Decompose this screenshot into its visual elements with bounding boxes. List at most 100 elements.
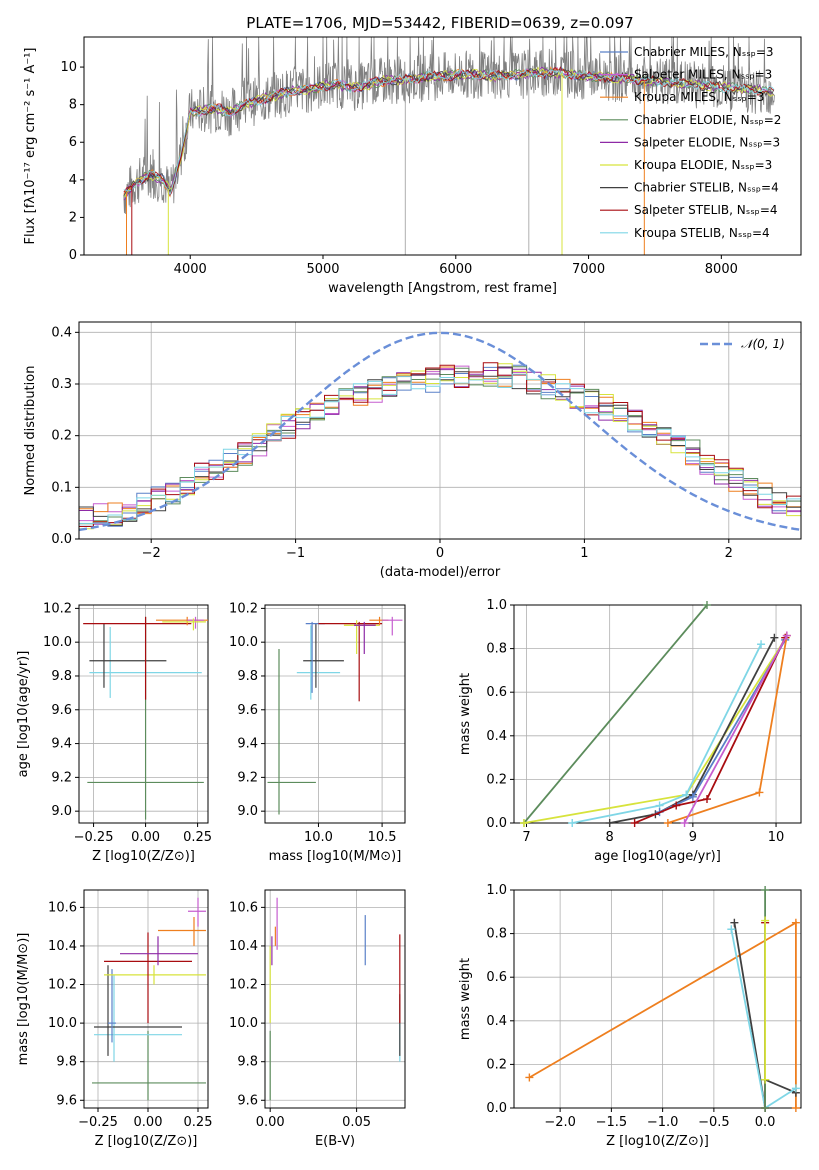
model-spectrum-kroupa_miles — [123, 65, 642, 198]
y-tick-label: 10.0 — [48, 1016, 77, 1031]
plot-frame — [83, 889, 209, 1109]
x-tick-label: −0.25 — [78, 1115, 118, 1130]
marker-kroupa_miles — [791, 1104, 800, 1112]
legend-label-chabrier_stelib: Chabrier STELIB, Nₛₛₚ=4 — [634, 181, 779, 195]
line-chabrier_elodie — [523, 604, 708, 824]
x-tick-label: 0.00 — [256, 1115, 285, 1130]
x-axis-label: mass [log10(M/M⊙)] — [269, 849, 402, 864]
legend-label-chabrier_miles: Chabrier MILES, Nₛₛₚ=3 — [634, 45, 774, 59]
x-tick-label: 10.5 — [368, 830, 397, 845]
x-axis-label: E(B-V) — [315, 1134, 355, 1149]
y-tick-label: 8 — [69, 98, 77, 113]
y-axis-label: mass weight — [458, 958, 473, 1040]
y-tick-label: 10.2 — [229, 978, 258, 993]
y-tick-label: 0.4 — [486, 1014, 507, 1029]
line-chabrier_miles — [659, 639, 786, 813]
y-tick-label: 6 — [69, 135, 77, 150]
y-tick-label: 10.0 — [43, 635, 72, 650]
legend-label-salpeter_elodie: Salpeter ELODIE, Nₛₛₚ=3 — [634, 135, 780, 149]
x-tick-label: −0.5 — [698, 1115, 730, 1130]
y-tick-label: 9.4 — [51, 737, 72, 752]
y-tick-label: 10.4 — [229, 939, 258, 954]
y-tick-label: 10.0 — [229, 635, 258, 650]
x-tick-label: 10.0 — [304, 830, 333, 845]
model-spectrum-kroupa_stelib — [123, 68, 775, 196]
plot-frame — [83, 36, 802, 256]
y-tick-label: 9.8 — [237, 1055, 258, 1070]
y-tick-label: 10.4 — [48, 939, 77, 954]
x-tick-label: 7000 — [572, 262, 605, 277]
plot-frame — [78, 604, 209, 824]
legend-label-kroupa_miles: Kroupa MILES, Nₛₛₚ=3 — [634, 90, 764, 104]
gaussian-curve — [78, 331, 802, 532]
marker-chabrier_miles — [688, 792, 697, 801]
y-tick-label: 9.6 — [237, 703, 258, 718]
y-tick-label: 9.6 — [56, 1093, 77, 1108]
x-tick-label: 10 — [768, 830, 785, 845]
y-tick-label: 0.8 — [486, 927, 507, 942]
marker-salpeter_miles — [782, 631, 791, 640]
x-tick-label: 0.00 — [131, 830, 160, 845]
histogram-panel — [78, 322, 802, 540]
legend-label-chabrier_elodie: Chabrier ELODIE, Nₛₛₚ=2 — [634, 113, 781, 127]
line-salpeter_miles — [683, 635, 788, 824]
legend-label-kroupa_elodie: Kroupa ELODIE, Nₛₛₚ=3 — [634, 158, 772, 172]
y-axis-label: Flux [fλ10⁻¹⁷ erg cm⁻² s⁻¹ A⁻¹] — [23, 48, 38, 245]
marker-kroupa_stelib — [791, 1084, 800, 1093]
marker-kroupa_miles — [791, 918, 800, 927]
y-tick-label: 9.6 — [51, 703, 72, 718]
x-tick-label: 0.05 — [342, 1115, 371, 1130]
y-tick-label: 0 — [69, 248, 77, 263]
legend-label-salpeter_stelib: Salpeter STELIB, Nₛₛₚ=4 — [634, 203, 778, 217]
axes-mass_vs_Z: −0.25 0.00 0.25 9.6 9.8 10.0 10.2 10.4 10.6 Z [lo… — [16, 889, 212, 1149]
marker-salpeter_stelib — [672, 801, 681, 810]
y-tick-label: 1.0 — [486, 598, 507, 613]
y-tick-label: 10.6 — [229, 900, 258, 915]
line-salpeter_stelib — [634, 637, 787, 824]
y-tick-label: 2 — [69, 210, 77, 225]
x-axis-label: wavelength [Angstrom, rest frame] — [328, 281, 557, 296]
points-age_vs_mass — [267, 616, 403, 815]
y-axis-label: age [log10(age/yr)] — [16, 651, 31, 778]
plot-frame — [264, 889, 406, 1109]
hist-kroupa_stelib — [78, 373, 801, 539]
y-tick-label: 9.0 — [51, 804, 72, 819]
marker-kroupa_miles — [525, 1073, 534, 1082]
series-mass_weight_vs_age — [519, 601, 791, 827]
x-tick-label: −2.0 — [544, 1115, 576, 1130]
x-tick-label: 6000 — [439, 262, 472, 277]
x-tick-label: 1 — [580, 546, 588, 561]
y-tick-label: 0.2 — [486, 772, 507, 787]
x-axis-label: Z [log10(Z/Z⊙)] — [95, 1134, 198, 1149]
y-tick-label: 9.4 — [237, 737, 258, 752]
y-tick-label: 0.0 — [486, 1101, 507, 1116]
plot-frame — [513, 889, 802, 1109]
y-tick-label: 9.8 — [51, 669, 72, 684]
legend-label-salpeter_miles: Salpeter MILES, Nₛₛₚ=3 — [634, 68, 772, 82]
points-mass_vs_ebv — [269, 897, 401, 1101]
x-tick-label: −1.5 — [596, 1115, 628, 1130]
y-tick-label: 9.2 — [51, 770, 72, 785]
x-axis-label: Z [log10(Z/Z⊙)] — [92, 849, 195, 864]
marker-salpeter_miles — [680, 819, 689, 827]
x-tick-label: 0 — [436, 546, 444, 561]
legend-label-kroupa_stelib: Kroupa STELIB, Nₛₛₚ=4 — [634, 226, 770, 240]
x-tick-label: 8 — [606, 830, 614, 845]
x-tick-label: −1 — [286, 546, 305, 561]
y-axis-label: mass weight — [458, 673, 473, 755]
axes-residual_hist: −2 −1 0 1 2 0.0 0.1 0.2 0.3 0.4 (data-model)/error… — [23, 321, 802, 580]
plot-frame — [513, 604, 802, 824]
marker-kroupa_miles — [663, 819, 672, 827]
y-tick-label: 9.8 — [237, 669, 258, 684]
y-tick-label: 0.6 — [486, 970, 507, 985]
y-tick-label: 0.0 — [486, 816, 507, 831]
x-tick-label: −2 — [142, 546, 161, 561]
marker-chabrier_stelib — [770, 633, 779, 642]
points-mass_vs_Z — [92, 897, 206, 1101]
y-tick-label: 10.6 — [48, 900, 77, 915]
x-tick-label: 4000 — [174, 262, 207, 277]
spectrum-panel — [123, 36, 775, 255]
marker-chabrier_elodie — [761, 1104, 770, 1112]
